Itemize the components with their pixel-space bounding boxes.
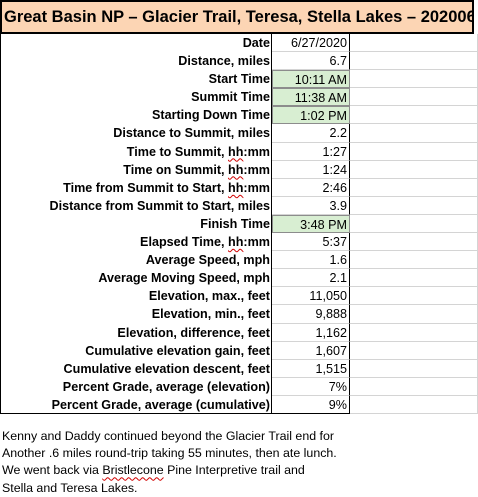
row-value-cell[interactable]: 3.9 (272, 196, 350, 215)
note-line: Another .6 miles round-trip taking 55 mi… (2, 446, 337, 461)
table-row: Distance to Summit, miles 2.2 (0, 124, 478, 143)
row-value-cell[interactable]: 11,050 (272, 287, 350, 306)
row-value-cell[interactable]: 2.2 (272, 124, 350, 143)
row-value-cell[interactable]: 9,888 (272, 305, 350, 324)
empty-cell[interactable] (350, 70, 478, 89)
empty-cell[interactable] (350, 305, 478, 324)
table-row: Cumulative elevation descent, feet 1,515 (0, 359, 478, 378)
table-row: Distance from Summit to Start, miles 3.9 (0, 196, 478, 215)
table-row: Elevation, max., feet 11,050 (0, 287, 478, 306)
row-label-cell[interactable]: Average Moving Speed, mph (0, 269, 272, 288)
row-value-cell[interactable]: 1,607 (272, 341, 350, 360)
table-row: Summit Time 11:38 AM (0, 88, 478, 107)
empty-cell[interactable] (350, 160, 478, 179)
row-value-cell[interactable]: 1.6 (272, 251, 350, 270)
row-label-cell[interactable]: Date (0, 34, 272, 53)
table-row: Elevation, min., feet 9,888 (0, 305, 478, 324)
note-line: Stella and Teresa Lakes. (2, 480, 138, 495)
table-row: Cumulative elevation gain, feet 1,607 (0, 341, 478, 360)
row-label-cell[interactable]: Start Time (0, 70, 272, 89)
empty-cell[interactable] (350, 341, 478, 360)
row-label-cell[interactable]: Time on Summit, hh:mm (0, 160, 272, 179)
row-label-cell[interactable]: Elapsed Time, hh:mm (0, 233, 272, 252)
row-value-cell[interactable]: 5:37 (272, 233, 350, 252)
data-grid: Date 6/27/2020 Distance, miles 6.7 Start Tim… (0, 34, 478, 414)
sheet-title-cell[interactable]: Great Basin NP – Glacier Trail, Teresa, … (0, 0, 474, 34)
empty-cell[interactable] (350, 233, 478, 252)
empty-cell[interactable] (350, 106, 478, 125)
table-row: Percent Grade, average (cumulative) 9% (0, 395, 478, 414)
row-label-cell[interactable]: Distance to Summit, miles (0, 124, 272, 143)
table-row: Elevation, difference, feet 1,162 (0, 323, 478, 342)
row-value-cell[interactable]: 9% (272, 395, 350, 414)
empty-cell[interactable] (350, 124, 478, 143)
row-value-cell[interactable]: 3:48 PM (272, 214, 350, 234)
row-value-cell[interactable]: 11:38 AM (272, 88, 350, 107)
row-label-cell[interactable]: Percent Grade, average (cumulative) (0, 395, 272, 414)
table-row: Finish Time 3:48 PM (0, 214, 478, 234)
empty-cell[interactable] (350, 251, 478, 270)
empty-cell[interactable] (350, 142, 478, 161)
row-value-cell[interactable]: 7% (272, 377, 350, 396)
row-value-cell[interactable]: 10:11 AM (272, 70, 350, 89)
row-label-cell[interactable]: Time from Summit to Start, hh:mm (0, 178, 272, 197)
row-value-cell[interactable]: 1:02 PM (272, 106, 350, 125)
empty-cell[interactable] (350, 359, 478, 378)
row-label-cell[interactable]: Starting Down Time (0, 106, 272, 125)
row-value-cell[interactable]: 2.1 (272, 269, 350, 288)
table-row: Elapsed Time, hh:mm 5:37 (0, 233, 478, 252)
row-label-cell[interactable]: Finish Time (0, 214, 272, 234)
empty-cell[interactable] (350, 287, 478, 306)
empty-cell[interactable] (350, 214, 478, 234)
row-label-cell[interactable]: Cumulative elevation descent, feet (0, 359, 272, 378)
empty-cell[interactable] (350, 34, 478, 53)
table-row: Average Speed, mph 1.6 (0, 251, 478, 270)
table-row: Average Moving Speed, mph 2.1 (0, 269, 478, 288)
empty-cell[interactable] (350, 323, 478, 342)
row-value-cell[interactable]: 1,515 (272, 359, 350, 378)
table-row: Starting Down Time 1:02 PM (0, 106, 478, 125)
row-label-cell[interactable]: Percent Grade, average (elevation) (0, 377, 272, 396)
empty-cell[interactable] (350, 395, 478, 414)
empty-cell[interactable] (350, 196, 478, 215)
row-value-cell[interactable]: 1:24 (272, 160, 350, 179)
row-value-cell[interactable]: 6/27/2020 (272, 34, 350, 53)
empty-cell[interactable] (350, 178, 478, 197)
row-label-cell[interactable]: Distance from Summit to Start, miles (0, 196, 272, 215)
row-label-cell[interactable]: Time to Summit, hh:mm (0, 142, 272, 161)
note-line: Kenny and Daddy continued beyond the Gla… (2, 429, 335, 443)
row-label-cell[interactable]: Elevation, difference, feet (0, 323, 272, 342)
table-row: Time on Summit, hh:mm 1:24 (0, 160, 478, 179)
empty-cell[interactable] (350, 269, 478, 288)
row-value-cell[interactable]: 1,162 (272, 323, 350, 342)
table-row: Date 6/27/2020 (0, 34, 478, 53)
row-value-cell[interactable]: 2:46 (272, 178, 350, 197)
row-value-cell[interactable]: 6.7 (272, 52, 350, 71)
table-row: Distance, miles 6.7 (0, 52, 478, 71)
table-row: Time from Summit to Start, hh:mm 2:46 (0, 178, 478, 197)
row-label-cell[interactable]: Elevation, max., feet (0, 287, 272, 306)
table-row: Percent Grade, average (elevation) 7% (0, 377, 478, 396)
empty-cell[interactable] (350, 377, 478, 396)
row-label-cell[interactable]: Summit Time (0, 88, 272, 107)
empty-cell[interactable] (350, 88, 478, 107)
table-row: Time to Summit, hh:mm 1:27 (0, 142, 478, 161)
row-label-cell[interactable]: Elevation, min., feet (0, 305, 272, 324)
row-label-cell[interactable]: Distance, miles (0, 52, 272, 71)
empty-cell[interactable] (350, 52, 478, 71)
row-label-cell[interactable]: Average Speed, mph (0, 251, 272, 270)
row-label-cell[interactable]: Cumulative elevation gain, feet (0, 341, 272, 360)
note-line: We went back via Bristlecone Pine Interp… (2, 463, 305, 478)
table-row: Start Time 10:11 AM (0, 70, 478, 89)
row-value-cell[interactable]: 1:27 (272, 142, 350, 161)
notes-cell[interactable]: Kenny and Daddy continued beyond the Gla… (0, 428, 478, 497)
